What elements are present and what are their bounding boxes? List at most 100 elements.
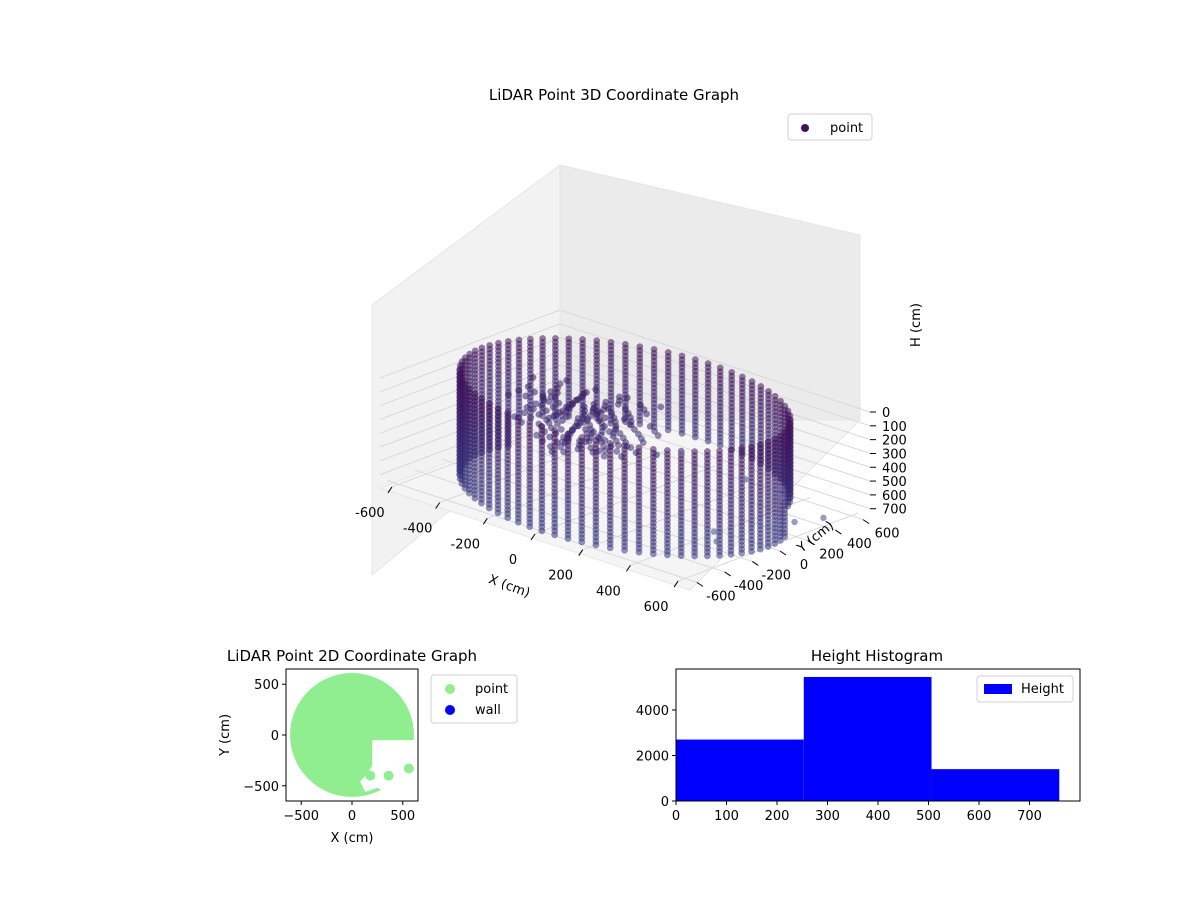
tick-mark-x <box>625 565 631 572</box>
lidar-point <box>612 437 620 445</box>
lidar-point <box>539 394 547 402</box>
lidar-point <box>764 543 772 550</box>
tick-label-y: 600 <box>875 527 900 542</box>
tick-label-z: 600 <box>882 489 907 504</box>
lidar-point <box>535 411 543 418</box>
lidar-point <box>563 376 571 384</box>
histogram-bar <box>803 676 932 801</box>
lidar-point <box>620 415 628 423</box>
lidar-point <box>564 535 572 542</box>
lidar-point <box>582 425 589 433</box>
legend-2d-wall-marker <box>445 705 455 715</box>
tick-mark-x <box>673 580 679 588</box>
lidar-point <box>569 427 576 434</box>
tick-label-x-hist: 300 <box>815 809 840 824</box>
legend-2d-point-marker <box>445 684 455 694</box>
grid-line-z-left <box>379 309 561 379</box>
lidar-point <box>595 408 602 416</box>
lidar-point <box>621 546 629 554</box>
lidar-point <box>542 407 550 415</box>
grid-line-z-right <box>559 309 871 413</box>
lidar-point <box>578 538 586 546</box>
lidar-point <box>514 518 522 526</box>
tick-mark-x <box>387 486 393 494</box>
lidar-point <box>543 416 551 424</box>
tick-label-x-hist: 100 <box>714 809 739 824</box>
lidar-point <box>621 405 629 413</box>
lidar-point <box>592 386 600 393</box>
histogram-bars <box>676 676 1060 801</box>
ylabel-2d: Y (cm) <box>218 714 233 757</box>
lidar-point <box>623 394 631 402</box>
lidar-point <box>538 527 546 535</box>
tick-label-y: -400 <box>734 579 764 594</box>
plot-3d: LiDAR Point 3D Coordinate Graph -600-400… <box>355 86 924 615</box>
tick-mark-y <box>696 581 704 587</box>
tick-mark-x <box>435 502 441 509</box>
lidar-outlier <box>776 484 783 492</box>
lidar-point <box>580 389 588 397</box>
lidar-outlier <box>791 518 798 526</box>
tick-label-y: 200 <box>819 548 844 563</box>
tick-label-x: -200 <box>451 537 481 552</box>
lidar-point <box>602 398 610 406</box>
lidar-point <box>635 548 643 556</box>
tick-label-y-hist: 2000 <box>636 749 669 764</box>
histogram-bar <box>931 769 1060 801</box>
lidar-point <box>601 414 609 422</box>
lidar-point <box>574 414 582 422</box>
lidar-point <box>549 412 557 420</box>
lidar-point <box>636 420 644 428</box>
lidar-point <box>549 403 557 411</box>
tick-label-z: 400 <box>882 461 907 476</box>
lidar-point <box>515 387 523 394</box>
lidar-point <box>615 393 623 401</box>
lidar-point <box>738 549 746 557</box>
tick-label-y-hist: 0 <box>661 795 669 810</box>
lidar-outlier <box>777 494 784 501</box>
lidar-point <box>504 514 512 522</box>
lidar-point <box>663 551 671 559</box>
tick-label-z: 700 <box>882 503 907 518</box>
tick-label-x: 200 <box>548 569 573 584</box>
tick-mark-y <box>724 571 731 577</box>
tick-label-x-hist: 600 <box>967 809 992 824</box>
lidar-point <box>551 531 559 539</box>
tick-label-y-2d: −500 <box>243 780 279 795</box>
lidar-point <box>609 432 617 440</box>
lidar-point <box>613 447 621 455</box>
lidar-point <box>640 406 648 414</box>
lidar-point <box>471 494 479 502</box>
legend-2d-wall-label: wall <box>475 703 501 718</box>
lidar-point <box>478 499 485 507</box>
tick-label-x-2d: −500 <box>283 809 319 824</box>
lidar-point <box>601 436 609 444</box>
point-cloud-dots <box>365 763 414 781</box>
tick-label-y-hist: 4000 <box>636 704 669 719</box>
tick-mark-y <box>752 561 759 566</box>
lidar-point <box>555 399 563 407</box>
lidar-point <box>600 452 608 460</box>
legend-3d-marker <box>801 124 809 132</box>
tick-label-y: 400 <box>847 537 872 552</box>
lidar-point <box>589 428 597 436</box>
lidar-point <box>504 391 512 398</box>
lidar-point <box>551 394 559 402</box>
lidar-point <box>553 420 561 428</box>
lidar-point <box>494 509 502 517</box>
lidar-point <box>691 552 699 560</box>
lidar-point <box>531 388 539 396</box>
lidar-point <box>524 383 532 391</box>
lidar-point <box>678 429 686 437</box>
lidar-point <box>727 550 735 558</box>
point-cloud-dot <box>365 770 376 781</box>
lidar-point <box>664 426 672 434</box>
tick-label-x-hist: 400 <box>866 809 891 824</box>
lidar-outlier <box>678 450 685 457</box>
lidar-point <box>649 550 657 558</box>
lidar-point <box>589 405 597 413</box>
tick-mark-x <box>578 549 584 556</box>
lidar-point <box>691 433 699 441</box>
tick-label-z: 200 <box>882 434 907 449</box>
